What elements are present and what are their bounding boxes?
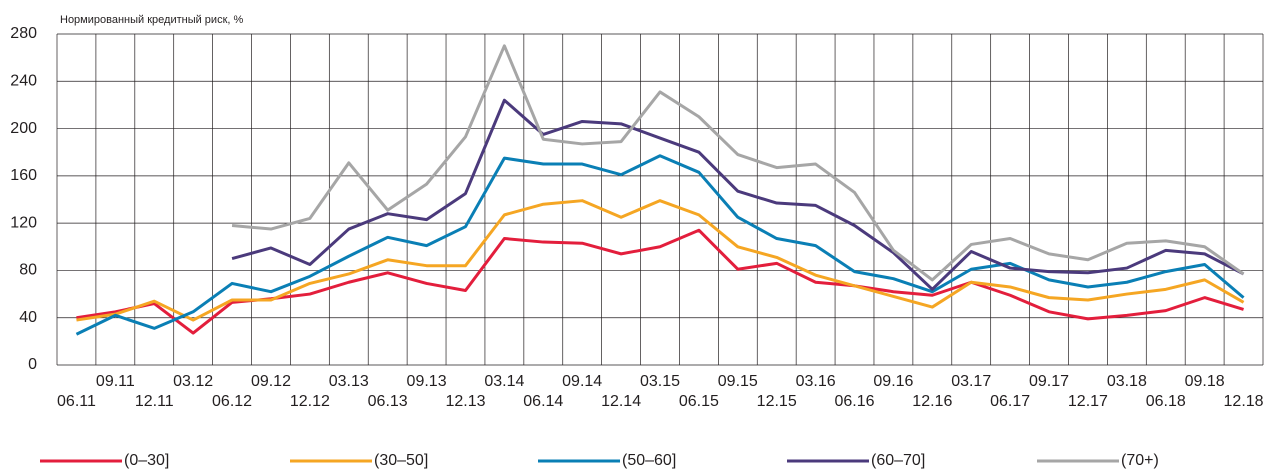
x-tick-label: 12.15: [757, 393, 797, 410]
x-tick-label: 12.11: [135, 393, 174, 410]
x-tick-label: 06.15: [679, 393, 719, 410]
y-tick-label: 200: [10, 120, 37, 137]
x-tick-label: 03.15: [640, 373, 680, 390]
y-tick-label: 80: [19, 262, 37, 279]
y-tick-label: 40: [19, 309, 37, 326]
x-tick-label: 09.17: [1029, 373, 1069, 390]
x-tick-label: 03.16: [796, 373, 836, 390]
x-tick-label: 09.18: [1185, 373, 1225, 390]
x-tick-label: 06.11: [57, 393, 96, 410]
x-tick-label: 03.17: [951, 373, 991, 390]
x-tick-label: 06.17: [990, 393, 1030, 410]
x-tick-label: 09.11: [96, 373, 135, 390]
y-axis-label: Нормированный кредитный риск, %: [60, 14, 243, 26]
legend-label: (0–30]: [124, 452, 169, 469]
x-tick-label: 12.18: [1224, 393, 1264, 410]
x-tick-label: 12.12: [290, 393, 330, 410]
x-tick-label: 06.13: [368, 393, 408, 410]
x-tick-label: 03.18: [1107, 373, 1147, 390]
x-tick-label: 03.13: [329, 373, 369, 390]
x-tick-label: 09.14: [562, 373, 602, 390]
x-tick-label: 12.16: [912, 393, 952, 410]
legend-label: (30–50]: [374, 452, 428, 469]
x-tick-label: 06.12: [212, 393, 252, 410]
series-line: [231, 44, 1245, 282]
y-tick-label: 120: [10, 214, 37, 231]
x-tick-label: 09.12: [251, 373, 291, 390]
y-tick-label: 240: [10, 73, 37, 90]
legend-label: (50–60]: [622, 452, 676, 469]
x-tick-label: 12.14: [601, 393, 641, 410]
x-tick-label: 09.16: [873, 373, 913, 390]
legend-label: (60–70]: [871, 452, 925, 469]
x-tick-label: 12.13: [445, 393, 485, 410]
y-tick-label: 280: [10, 25, 37, 42]
x-tick-label: 12.17: [1068, 393, 1108, 410]
x-tick-label: 06.18: [1146, 393, 1186, 410]
x-tick-label: 03.12: [173, 373, 213, 390]
x-tick-label: 06.16: [834, 393, 874, 410]
legend-label: (70+): [1121, 452, 1159, 469]
series-line: [75, 154, 1245, 336]
series-line: [76, 199, 1245, 322]
y-tick-label: 160: [10, 167, 37, 184]
x-tick-label: 09.15: [718, 373, 758, 390]
x-tick-label: 09.13: [407, 373, 447, 390]
x-tick-label: 03.14: [484, 373, 524, 390]
y-tick-label: 0: [28, 356, 37, 373]
series-line: [231, 98, 1245, 291]
x-tick-label: 06.14: [523, 393, 563, 410]
